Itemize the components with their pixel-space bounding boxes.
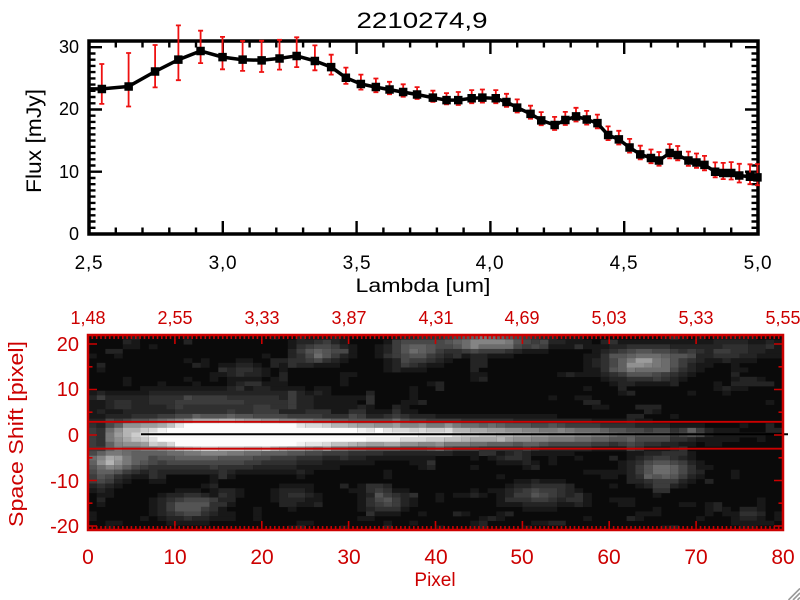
svg-text:Space Shift [pixel]: Space Shift [pixel] <box>6 341 28 527</box>
svg-text:80: 80 <box>771 546 794 569</box>
svg-text:10: 10 <box>59 162 79 182</box>
svg-text:10: 10 <box>57 379 79 401</box>
svg-text:60: 60 <box>597 546 620 569</box>
svg-text:3,5: 3,5 <box>343 253 372 274</box>
svg-text:3,0: 3,0 <box>209 253 238 274</box>
svg-text:4,31: 4,31 <box>418 308 453 328</box>
svg-text:0: 0 <box>69 224 79 244</box>
svg-text:5,03: 5,03 <box>591 308 626 328</box>
svg-text:5,0: 5,0 <box>744 253 773 274</box>
svg-text:1,48: 1,48 <box>70 308 105 328</box>
svg-text:50: 50 <box>510 546 533 569</box>
svg-text:2,55: 2,55 <box>157 308 192 328</box>
svg-text:2210274,9: 2210274,9 <box>357 8 488 33</box>
svg-text:3,33: 3,33 <box>244 308 279 328</box>
svg-text:20: 20 <box>59 99 79 119</box>
svg-text:Lambda [um]: Lambda [um] <box>356 276 491 297</box>
svg-text:5,33: 5,33 <box>678 308 713 328</box>
svg-text:4,5: 4,5 <box>610 253 639 274</box>
svg-text:30: 30 <box>59 37 79 57</box>
svg-text:-10: -10 <box>50 471 79 493</box>
svg-text:5,55: 5,55 <box>765 308 800 328</box>
svg-text:Pixel: Pixel <box>414 570 455 591</box>
svg-text:70: 70 <box>684 546 707 569</box>
svg-text:20: 20 <box>57 334 79 356</box>
svg-text:40: 40 <box>424 546 447 569</box>
svg-text:30: 30 <box>337 546 360 569</box>
svg-text:10: 10 <box>163 546 186 569</box>
svg-text:Flux [mJy]: Flux [mJy] <box>23 89 46 193</box>
svg-text:0: 0 <box>68 425 79 447</box>
svg-text:2,5: 2,5 <box>75 253 104 274</box>
svg-text:3,87: 3,87 <box>331 308 366 328</box>
svg-text:20: 20 <box>250 546 273 569</box>
svg-text:0: 0 <box>82 546 94 569</box>
svg-text:-20: -20 <box>50 516 79 538</box>
svg-text:4,0: 4,0 <box>476 253 505 274</box>
svg-text:4,69: 4,69 <box>504 308 539 328</box>
